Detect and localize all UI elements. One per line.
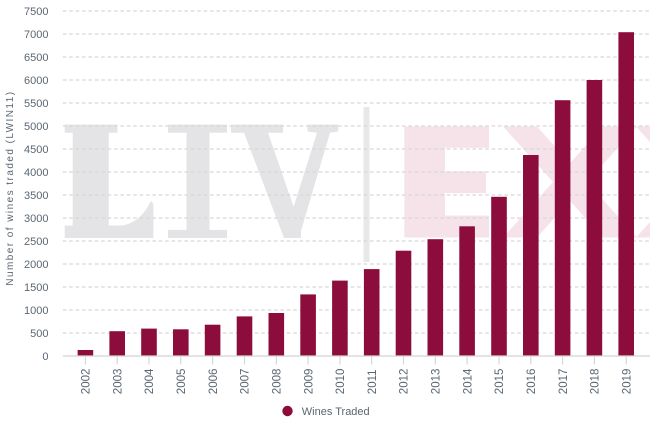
svg-text:2004: 2004 [144,368,156,394]
svg-text:2012: 2012 [399,369,411,395]
svg-text:1500: 1500 [24,282,48,294]
svg-text:2011: 2011 [367,369,379,394]
svg-text:2017: 2017 [558,369,570,395]
svg-text:2002: 2002 [81,369,93,395]
svg-text:3500: 3500 [24,190,48,202]
svg-text:2009: 2009 [303,369,315,395]
svg-text:2015: 2015 [494,369,506,395]
svg-text:2003: 2003 [112,369,124,395]
svg-text:2006: 2006 [208,369,220,395]
svg-text:Wines Traded: Wines Traded [302,406,370,418]
svg-text:6000: 6000 [24,75,48,87]
svg-text:2018: 2018 [590,369,602,395]
svg-text:5000: 5000 [24,121,48,133]
svg-text:1000: 1000 [24,305,48,317]
svg-text:3000: 3000 [24,213,48,225]
svg-text:2500: 2500 [24,236,48,248]
svg-text:2000: 2000 [24,259,48,271]
svg-text:4500: 4500 [24,144,48,156]
svg-text:5500: 5500 [24,98,48,110]
svg-text:6500: 6500 [24,52,48,64]
svg-text:2014: 2014 [462,368,474,394]
svg-text:2005: 2005 [176,369,188,395]
svg-text:2010: 2010 [335,369,347,395]
svg-text:2019: 2019 [621,369,633,395]
svg-text:2016: 2016 [526,369,538,395]
svg-text:500: 500 [30,328,48,340]
svg-text:4000: 4000 [24,167,48,179]
svg-text:Number of wines traded (LWIN11: Number of wines traded (LWIN11) [5,90,16,285]
svg-text:7000: 7000 [24,29,48,41]
svg-text:7500: 7500 [24,6,48,18]
svg-text:2008: 2008 [272,369,284,395]
svg-text:0: 0 [42,351,48,363]
svg-text:2007: 2007 [240,369,252,395]
svg-text:2013: 2013 [431,369,443,395]
